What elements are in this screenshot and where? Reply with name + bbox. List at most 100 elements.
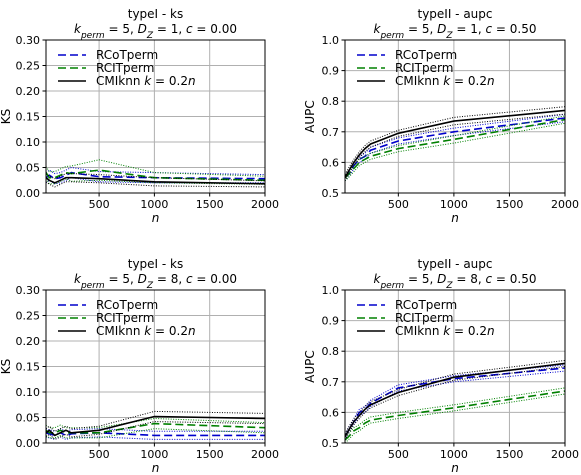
series-line-2	[345, 390, 565, 441]
x-tick-label: 1500	[196, 198, 224, 211]
y-axis-label: AUPC	[303, 350, 317, 383]
x-tick-label: 1500	[196, 448, 224, 461]
series-lower-band	[46, 421, 265, 440]
y-tick-label: 0.7	[322, 126, 340, 139]
y-tick-label: 0.6	[322, 406, 340, 419]
x-tick-label: 2000	[251, 198, 279, 211]
legend-label: RCITperm	[96, 61, 154, 75]
series-line-3	[46, 176, 265, 185]
series-lower-band	[345, 121, 565, 182]
series-line-2	[345, 118, 565, 179]
legend-label: RCoTperm	[96, 48, 158, 62]
series-lower-band	[46, 177, 265, 185]
x-tick-label: 2000	[551, 198, 579, 211]
series-upper-band	[46, 410, 265, 432]
x-tick-label: 1000	[440, 448, 468, 461]
y-tick-label: 0.00	[16, 437, 41, 450]
y-tick-label: 1.0	[322, 34, 340, 47]
legend-label: RCITperm	[395, 311, 453, 325]
x-tick-label: 500	[89, 448, 110, 461]
chart-subtitle: kperm = 5, DZ = 1, c = 0.50	[373, 22, 536, 41]
legend-label: CMIknn k = 0.2n	[395, 324, 495, 338]
y-tick-label: 0.30	[16, 34, 41, 47]
series-upper-band	[46, 173, 265, 182]
y-tick-label: 0.8	[322, 95, 340, 108]
legend-label: RCoTperm	[395, 298, 457, 312]
x-tick-label: 500	[388, 198, 409, 211]
series-lower-band	[46, 436, 265, 440]
x-axis-label: n	[152, 211, 160, 225]
legend-label: CMIknn k = 0.2n	[96, 74, 196, 88]
y-tick-label: 1.0	[322, 284, 340, 297]
y-axis-label: KS	[0, 359, 13, 375]
y-tick-label: 0.10	[16, 386, 41, 399]
series-line-1	[345, 117, 565, 179]
series-upper-band	[345, 359, 565, 435]
x-axis-label: n	[152, 461, 160, 475]
axes-frame	[344, 39, 566, 194]
x-tick-label: 1000	[140, 198, 168, 211]
chart-subtitle: kperm = 5, DZ = 8, c = 0.50	[373, 272, 536, 291]
x-axis-label: n	[451, 461, 459, 475]
y-tick-label: 0.20	[16, 335, 41, 348]
y-tick-label: 0.6	[322, 156, 340, 169]
x-tick-label: 500	[89, 198, 110, 211]
series-lower-band	[46, 181, 265, 188]
axes-frame	[344, 289, 566, 444]
series-lower-band	[345, 366, 565, 441]
y-tick-label: 0.15	[16, 361, 41, 374]
x-tick-label: 1000	[440, 198, 468, 211]
x-tick-label: 2000	[251, 448, 279, 461]
series-upper-band	[46, 428, 265, 432]
series-upper-band	[345, 387, 565, 438]
y-tick-label: 0.9	[322, 65, 340, 78]
x-tick-label: 1500	[495, 448, 523, 461]
series-line-1	[46, 431, 265, 437]
y-tick-label: 0.20	[16, 85, 41, 98]
x-axis-label: n	[451, 211, 459, 225]
chart-title: typeII - aupc	[417, 257, 492, 271]
series-line-3	[345, 109, 565, 179]
y-tick-label: 0.10	[16, 136, 41, 149]
y-tick-label: 0.9	[322, 315, 340, 328]
series-upper-band	[345, 106, 565, 175]
x-tick-label: 1500	[495, 198, 523, 211]
series-line-3	[46, 415, 265, 437]
legend-label: CMIknn k = 0.2n	[395, 74, 495, 88]
series-line-1	[345, 367, 565, 438]
x-tick-label: 1000	[140, 448, 168, 461]
chart-title: typeI - ks	[128, 257, 184, 271]
series-lower-band	[345, 393, 565, 443]
chart-title: typeII - aupc	[417, 7, 492, 21]
y-tick-label: 0.30	[16, 284, 41, 297]
series-lower-band	[345, 122, 565, 182]
y-tick-label: 0.25	[16, 310, 41, 323]
chart-title: typeI - ks	[128, 7, 184, 21]
y-tick-label: 0.15	[16, 111, 41, 124]
legend-label: RCoTperm	[395, 48, 457, 62]
x-tick-label: 500	[388, 448, 409, 461]
x-tick-label: 2000	[551, 448, 579, 461]
series-upper-band	[345, 115, 565, 175]
y-tick-label: 0.5	[322, 187, 340, 200]
legend-label: RCITperm	[395, 61, 453, 75]
legend-label: RCoTperm	[96, 298, 158, 312]
series-upper-band	[46, 166, 265, 176]
y-axis-label: AUPC	[303, 100, 317, 133]
series-lower-band	[46, 428, 265, 439]
series-upper-band	[46, 159, 265, 177]
legend-label: CMIknn k = 0.2n	[96, 324, 196, 338]
y-tick-label: 0.25	[16, 60, 41, 73]
series-line-1	[46, 171, 265, 180]
legend-label: RCITperm	[96, 311, 154, 325]
chart-subtitle: kperm = 5, DZ = 1, c = 0.00	[74, 22, 237, 41]
y-tick-label: 0.05	[16, 412, 41, 425]
y-tick-label: 0.05	[16, 162, 41, 175]
